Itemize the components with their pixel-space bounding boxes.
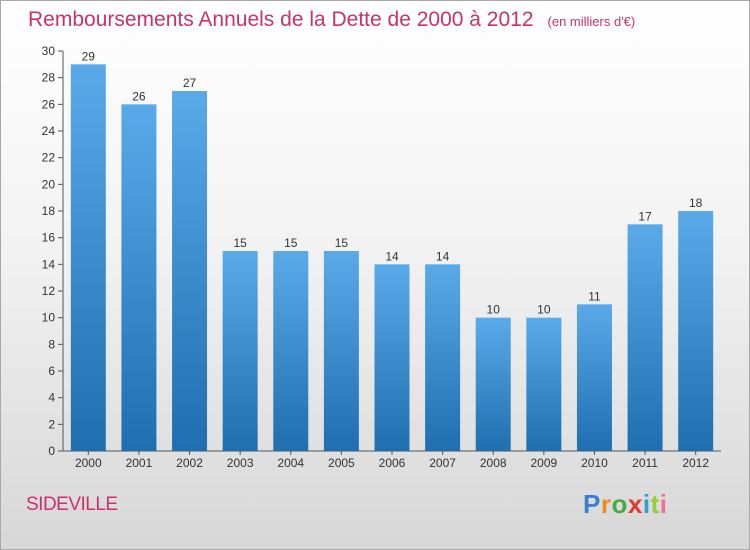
x-tick-label: 2012	[682, 456, 709, 470]
bar	[678, 211, 714, 451]
bar	[121, 104, 157, 451]
x-tick-label: 2007	[429, 456, 456, 470]
logo-letter: o	[611, 489, 628, 519]
commune-name: SIDEVILLE	[26, 494, 118, 515]
value-label: 29	[82, 49, 96, 63]
value-label: 15	[284, 236, 298, 250]
value-label: 27	[183, 76, 197, 90]
y-tick-label: 0	[48, 444, 55, 458]
value-label: 17	[638, 209, 652, 223]
bar	[425, 264, 461, 451]
value-label: 14	[436, 249, 450, 263]
value-label: 10	[537, 303, 551, 317]
logo-letter: t	[650, 489, 660, 519]
chart-title: Remboursements Annuels de la Dette de 20…	[28, 8, 635, 32]
y-tick-label: 8	[48, 337, 55, 351]
title-text: Remboursements Annuels de la Dette de 20…	[28, 8, 534, 31]
logo-letter: i	[642, 489, 651, 519]
y-tick-label: 16	[42, 231, 56, 245]
y-tick-label: 18	[42, 204, 56, 218]
value-label: 14	[385, 249, 399, 263]
y-tick-label: 14	[42, 257, 56, 271]
y-tick-label: 10	[42, 311, 56, 325]
value-label: 18	[689, 196, 703, 210]
y-tick-label: 12	[42, 284, 56, 298]
x-tick-label: 2009	[530, 456, 557, 470]
x-tick-label: 2008	[480, 456, 507, 470]
logo-letter: r	[600, 489, 612, 519]
x-tick-label: 2010	[581, 456, 608, 470]
value-label: 11	[588, 289, 601, 303]
value-label: 15	[233, 236, 247, 250]
y-tick-label: 22	[42, 151, 56, 165]
bar	[374, 264, 410, 451]
x-tick-label: 2000	[75, 456, 102, 470]
x-tick-label: 2001	[126, 456, 153, 470]
bar	[222, 251, 258, 451]
y-tick-label: 30	[42, 44, 56, 58]
y-tick-label: 20	[42, 177, 56, 191]
bar	[576, 304, 612, 451]
x-tick-label: 2006	[379, 456, 406, 470]
logo-letter: i	[659, 489, 668, 519]
x-tick-label: 2003	[227, 456, 254, 470]
x-tick-label: 2002	[176, 456, 203, 470]
x-tick-label: 2011	[632, 456, 658, 470]
y-tick-label: 4	[48, 391, 55, 405]
bar	[475, 317, 511, 451]
bar	[70, 64, 106, 452]
y-tick-label: 26	[42, 97, 56, 111]
y-tick-label: 28	[42, 71, 56, 85]
bar	[526, 317, 562, 451]
bar	[172, 91, 208, 451]
x-tick-label: 2004	[277, 456, 304, 470]
units-text: (en milliers d'€)	[547, 14, 636, 29]
y-tick-label: 2	[48, 417, 55, 431]
bar	[627, 224, 663, 451]
bar	[323, 251, 359, 451]
value-label: 15	[335, 236, 349, 250]
y-tick-label: 24	[42, 124, 56, 138]
proxiti-logo: Proxiti	[583, 489, 667, 520]
logo-letter: x	[627, 489, 643, 519]
value-label: 26	[132, 89, 146, 103]
x-tick-label: 2005	[328, 456, 355, 470]
value-label: 10	[487, 303, 501, 317]
logo-letter: P	[583, 489, 601, 519]
y-tick-label: 6	[48, 364, 55, 378]
bar	[273, 251, 309, 451]
